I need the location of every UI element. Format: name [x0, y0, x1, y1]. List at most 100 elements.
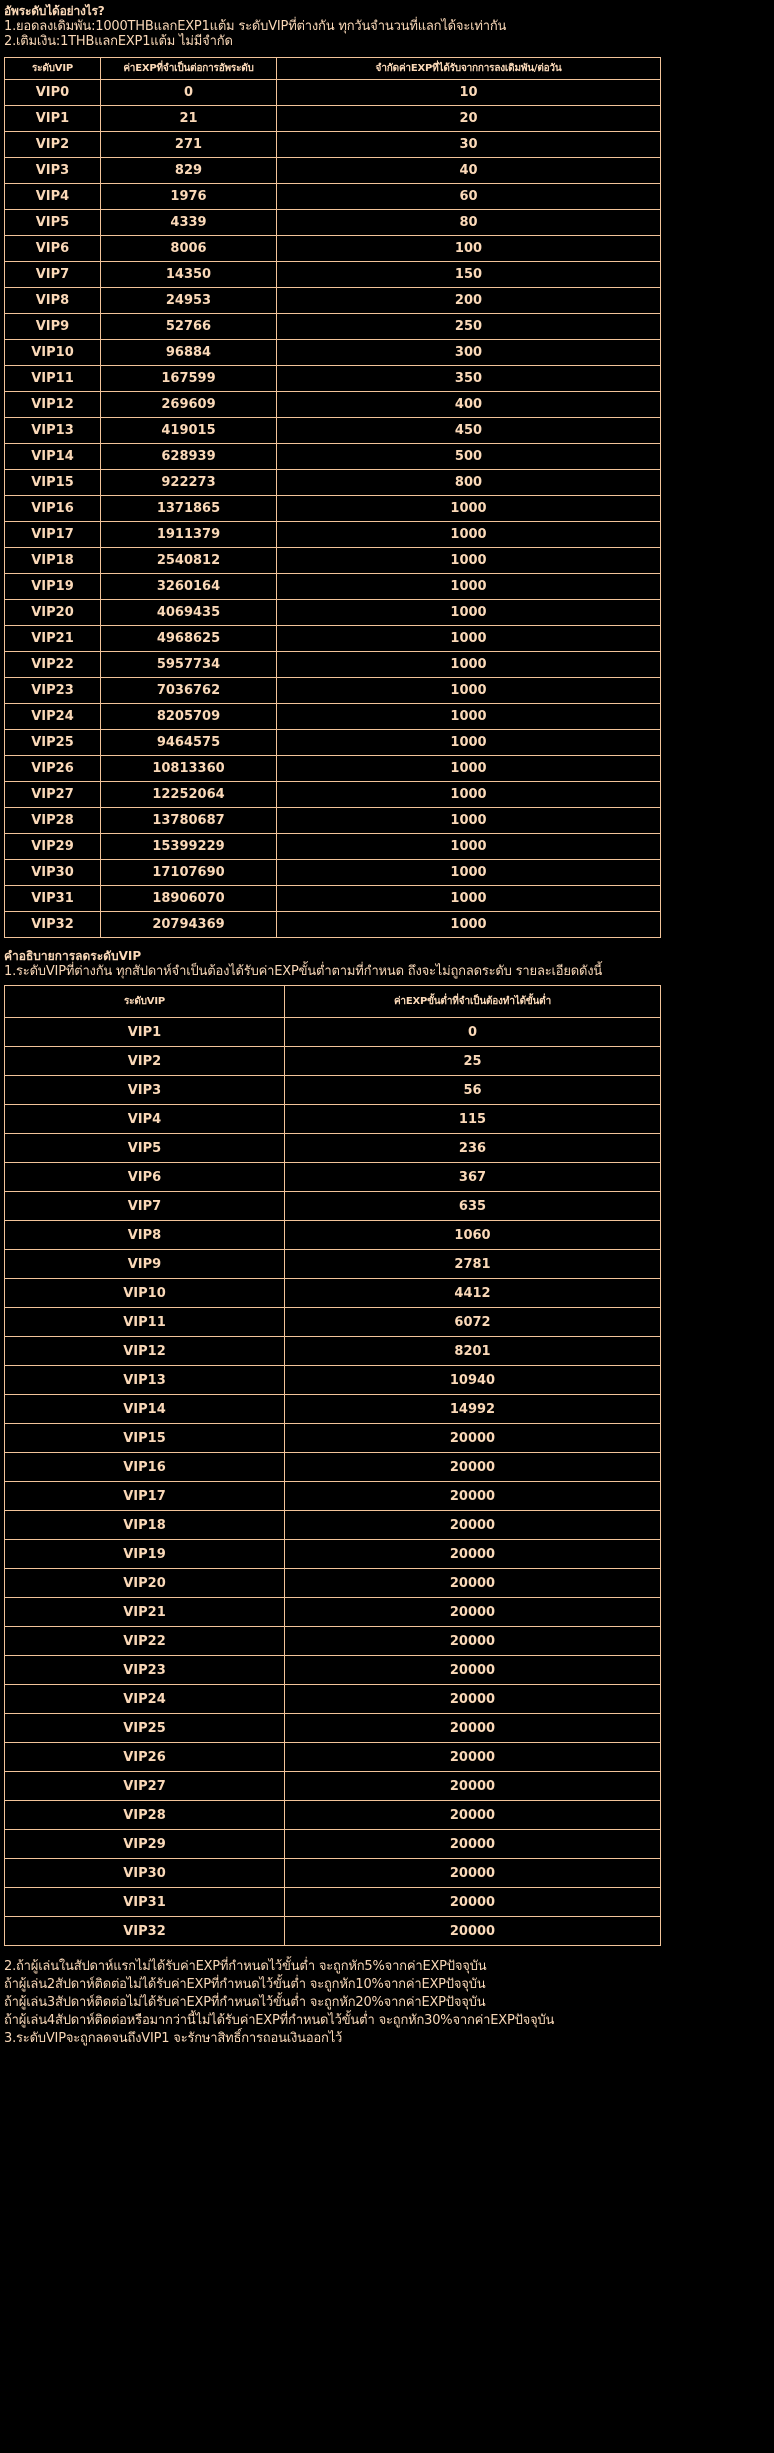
- cell-vip-level: VIP28: [4, 1800, 285, 1830]
- cell-vip-level: VIP3: [4, 1075, 285, 1105]
- cell-exp-required: 8006: [100, 235, 277, 262]
- cell-vip-level: VIP6: [4, 1162, 285, 1192]
- cell-vip-level: VIP25: [4, 729, 101, 756]
- cell-min-exp-required: 367: [284, 1162, 661, 1192]
- cell-min-exp-required: 14992: [284, 1394, 661, 1424]
- table-row: VIP15 922273 800: [4, 469, 661, 496]
- table-header-row: ระดับVIP ค่าEXPขั้นต่ำที่จำเป็นต้องทำได้…: [4, 985, 661, 1018]
- table-row: VIP18 20000: [4, 1510, 661, 1540]
- cell-exp-daily-cap: 1000: [276, 599, 661, 626]
- cell-exp-daily-cap: 250: [276, 313, 661, 340]
- cell-vip-level: VIP19: [4, 573, 101, 600]
- cell-exp-required: 96884: [100, 339, 277, 366]
- cell-min-exp-required: 20000: [284, 1887, 661, 1917]
- cell-exp-daily-cap: 30: [276, 131, 661, 158]
- cell-vip-level: VIP16: [4, 495, 101, 522]
- cell-exp-daily-cap: 1000: [276, 521, 661, 548]
- table-row: VIP12 8201: [4, 1336, 661, 1366]
- cell-min-exp-required: 20000: [284, 1481, 661, 1511]
- cell-exp-required: 17107690: [100, 859, 277, 886]
- table-row: VIP30 17107690 1000: [4, 859, 661, 886]
- cell-exp-daily-cap: 150: [276, 261, 661, 288]
- cell-vip-level: VIP20: [4, 1568, 285, 1598]
- cell-vip-level: VIP20: [4, 599, 101, 626]
- vip-levels-body: VIP0 0 10 VIP1 21 20 VIP2 271 30 VIP3 829 40 VIP4 197…: [4, 79, 661, 938]
- cell-exp-required: 18906070: [100, 885, 277, 912]
- cell-exp-required: 5957734: [100, 651, 277, 678]
- cell-exp-required: 167599: [100, 365, 277, 392]
- cell-vip-level: VIP22: [4, 1626, 285, 1656]
- cell-vip-level: VIP30: [4, 859, 101, 886]
- cell-min-exp-required: 236: [284, 1133, 661, 1163]
- table-row: VIP13 419015 450: [4, 417, 661, 444]
- table-row: VIP20 20000: [4, 1568, 661, 1598]
- cell-exp-daily-cap: 1000: [276, 651, 661, 678]
- vip-demote-table: ระดับVIP ค่าEXPขั้นต่ำที่จำเป็นต้องทำได้…: [4, 985, 661, 1946]
- table-row: VIP20 4069435 1000: [4, 599, 661, 626]
- column-header-vip-level: ระดับVIP: [4, 57, 101, 80]
- cell-vip-level: VIP14: [4, 1394, 285, 1424]
- table-row: VIP18 2540812 1000: [4, 547, 661, 574]
- table-row: VIP29 20000: [4, 1829, 661, 1859]
- table-row: VIP27 12252064 1000: [4, 781, 661, 808]
- cell-exp-daily-cap: 20: [276, 105, 661, 132]
- cell-vip-level: VIP17: [4, 521, 101, 548]
- table-row: VIP2 271 30: [4, 131, 661, 158]
- cell-min-exp-required: 20000: [284, 1539, 661, 1569]
- table-row: VIP22 5957734 1000: [4, 651, 661, 678]
- cell-min-exp-required: 20000: [284, 1626, 661, 1656]
- cell-vip-level: VIP15: [4, 469, 101, 496]
- table-row: VIP25 20000: [4, 1713, 661, 1743]
- cell-exp-daily-cap: 1000: [276, 625, 661, 652]
- cell-vip-level: VIP24: [4, 1684, 285, 1714]
- upgrade-rule-1: 1.ยอดลงเดิมพัน:1000THBแลกEXP1แต้ม ระดับV…: [4, 19, 507, 34]
- table-row: VIP7 14350 150: [4, 261, 661, 288]
- cell-exp-daily-cap: 1000: [276, 547, 661, 574]
- table-row: VIP19 20000: [4, 1539, 661, 1569]
- cell-vip-level: VIP4: [4, 183, 101, 210]
- cell-vip-level: VIP21: [4, 1597, 285, 1627]
- cell-exp-required: 2540812: [100, 547, 277, 574]
- table-row: VIP0 0 10: [4, 79, 661, 106]
- cell-min-exp-required: 8201: [284, 1336, 661, 1366]
- table-row: VIP8 24953 200: [4, 287, 661, 314]
- table-header-row: ระดับVIP ค่าEXPที่จำเป็นต่อการอัพระดับ จ…: [4, 57, 661, 80]
- table-row: VIP31 18906070 1000: [4, 885, 661, 912]
- cell-exp-daily-cap: 1000: [276, 677, 661, 704]
- cell-min-exp-required: 20000: [284, 1771, 661, 1801]
- cell-vip-level: VIP23: [4, 677, 101, 704]
- table-row: VIP30 20000: [4, 1858, 661, 1888]
- cell-exp-required: 20794369: [100, 911, 277, 938]
- cell-vip-level: VIP10: [4, 1278, 285, 1308]
- cell-exp-daily-cap: 500: [276, 443, 661, 470]
- table-row: VIP5 4339 80: [4, 209, 661, 236]
- cell-exp-required: 1371865: [100, 495, 277, 522]
- table-row: VIP29 15399229 1000: [4, 833, 661, 860]
- cell-min-exp-required: 56: [284, 1075, 661, 1105]
- cell-vip-level: VIP1: [4, 105, 101, 132]
- cell-exp-daily-cap: 1000: [276, 495, 661, 522]
- cell-exp-daily-cap: 1000: [276, 833, 661, 860]
- upgrade-rule-2: 2.เติมเงิน:1THBแลกEXP1แต้ม ไม่มีจำกัด: [4, 34, 233, 49]
- cell-vip-level: VIP26: [4, 755, 101, 782]
- cell-exp-daily-cap: 350: [276, 365, 661, 392]
- cell-min-exp-required: 20000: [284, 1916, 661, 1946]
- table-row: VIP28 20000: [4, 1800, 661, 1830]
- cell-vip-level: VIP19: [4, 1539, 285, 1569]
- cell-exp-daily-cap: 1000: [276, 807, 661, 834]
- cell-exp-daily-cap: 40: [276, 157, 661, 184]
- footer-note-5: 3.ระดับVIPจะถูกลดจนถึงVIP1 จะรักษาสิทธิ์…: [4, 2031, 343, 2046]
- table-row: VIP13 10940: [4, 1365, 661, 1395]
- cell-min-exp-required: 1060: [284, 1220, 661, 1250]
- cell-min-exp-required: 20000: [284, 1597, 661, 1627]
- cell-vip-level: VIP10: [4, 339, 101, 366]
- demote-rule-1: 1.ระดับVIPที่ต่างกัน ทุกสัปดาห์จำเป็นต้อ…: [4, 964, 603, 979]
- table-row: VIP4 115: [4, 1104, 661, 1134]
- cell-exp-daily-cap: 1000: [276, 781, 661, 808]
- table-row: VIP28 13780687 1000: [4, 807, 661, 834]
- table-row: VIP10 4412: [4, 1278, 661, 1308]
- cell-exp-daily-cap: 450: [276, 417, 661, 444]
- cell-min-exp-required: 115: [284, 1104, 661, 1134]
- table-row: VIP24 20000: [4, 1684, 661, 1714]
- cell-exp-required: 7036762: [100, 677, 277, 704]
